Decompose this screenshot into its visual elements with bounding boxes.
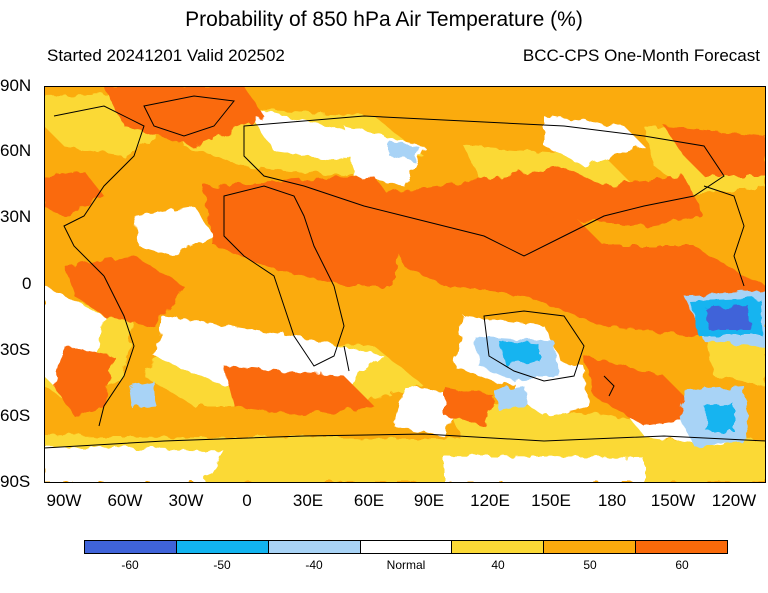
colorbar-box-above-60 — [636, 541, 728, 553]
lon-label-0: 0 — [242, 491, 252, 510]
colorbar-label-below-50: -50 — [213, 558, 231, 572]
lon-label-60w: 60W — [107, 491, 143, 510]
map-title: Probability of 850 hPa Air Temperature (… — [185, 8, 583, 31]
colorbar-box-normal — [360, 541, 453, 553]
lon-label-30e: 30E — [292, 491, 324, 510]
lon-label-90e: 90E — [413, 491, 445, 510]
colorbar-box-below-40 — [268, 541, 361, 553]
lon-label-180: 180 — [597, 491, 627, 510]
lon-label-90w: 90W — [46, 491, 82, 510]
coastlines — [44, 95, 766, 449]
colorbar-label-below-60: -60 — [121, 558, 139, 572]
colorbar-label-normal: Normal — [386, 558, 426, 572]
lon-label-30w: 30W — [168, 491, 204, 510]
colorbar-box-above-40 — [452, 541, 545, 553]
lon-label-120w: 120W — [711, 491, 757, 510]
colorbar-box-below-60 — [85, 541, 177, 553]
map-frame — [44, 86, 766, 483]
lat-label-eq: 0 — [22, 274, 32, 293]
colorbar-label-above-60: 60 — [675, 558, 689, 572]
lat-label-90n: 90N — [0, 76, 32, 95]
lat-label-90s: 90S — [0, 472, 31, 491]
forecast-source: BCC-CPS One-Month Forecast — [522, 46, 760, 65]
lat-label-60s: 60S — [0, 406, 31, 425]
map-svg — [44, 86, 766, 483]
forecast-dates: Started 20241201 Valid 202502 — [47, 46, 285, 65]
lat-label-30n: 30N — [0, 207, 32, 226]
lon-label-150w: 150W — [650, 491, 696, 510]
colorbar-label-below-40: -40 — [305, 558, 323, 572]
colorbar — [84, 540, 728, 554]
lon-label-60e: 60E — [353, 491, 385, 510]
colorbar-box-above-50 — [544, 541, 637, 553]
lon-label-120e: 120E — [470, 491, 510, 510]
probability-map — [44, 86, 766, 483]
colorbar-label-above-40: 40 — [491, 558, 505, 572]
lat-label-60n: 60N — [0, 141, 32, 160]
lon-label-150e: 150E — [531, 491, 571, 510]
lat-label-30s: 30S — [0, 340, 31, 359]
colorbar-box-below-50 — [176, 541, 269, 553]
colorbar-label-above-50: 50 — [583, 558, 597, 572]
